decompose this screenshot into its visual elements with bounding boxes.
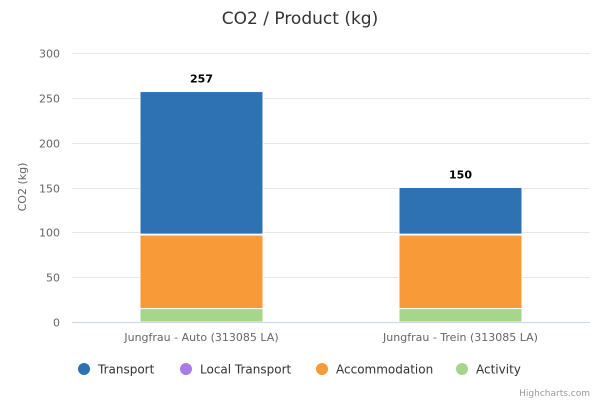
x-category-label: Jungfrau - Trein (313085 LA) (382, 331, 538, 344)
legend-label: Local Transport (200, 363, 292, 377)
legend: Transport Local Transport Accommodation Act… (78, 363, 521, 377)
legend-item-activity[interactable]: Activity (456, 363, 521, 377)
y-axis-ticks: 0 50 100 150 200 250 300 (39, 48, 60, 330)
bar-segment-accommodation[interactable] (139, 234, 264, 310)
legend-item-local-transport[interactable]: Local Transport (180, 363, 292, 377)
y-tick-label: 150 (39, 183, 60, 196)
bars (139, 91, 523, 323)
bar-segment-transport[interactable] (139, 91, 264, 235)
legend-marker (180, 363, 192, 375)
total-label: 257 (190, 73, 213, 86)
x-category-label: Jungfrau - Auto (313085 LA) (123, 331, 278, 344)
x-axis-categories: Jungfrau - Auto (313085 LA) Jungfrau - Tr… (123, 331, 538, 344)
legend-item-transport[interactable]: Transport (78, 363, 155, 377)
y-axis-label: CO2 (kg) (16, 163, 29, 212)
legend-marker (456, 363, 468, 375)
bar-segment-activity[interactable] (139, 308, 264, 323)
legend-item-accommodation[interactable]: Accommodation (316, 363, 433, 377)
bar-segment-transport[interactable] (398, 187, 523, 235)
data-labels: 257 150 (190, 73, 472, 182)
y-tick-label: 50 (46, 272, 60, 285)
legend-marker (316, 363, 328, 375)
y-tick-label: 0 (53, 317, 60, 330)
credits[interactable]: Highcharts.com (519, 389, 590, 399)
y-tick-label: 250 (39, 93, 60, 106)
legend-label: Transport (97, 363, 155, 377)
bar-segment-accommodation[interactable] (398, 234, 523, 310)
bar-segment-activity[interactable] (398, 308, 523, 323)
y-tick-label: 200 (39, 138, 60, 151)
y-tick-label: 100 (39, 227, 60, 240)
chart-title: CO2 / Product (kg) (222, 9, 378, 29)
total-label: 150 (449, 169, 472, 182)
legend-marker (78, 363, 90, 375)
legend-label: Activity (476, 363, 521, 377)
legend-label: Accommodation (336, 363, 433, 377)
y-tick-label: 300 (39, 48, 60, 61)
